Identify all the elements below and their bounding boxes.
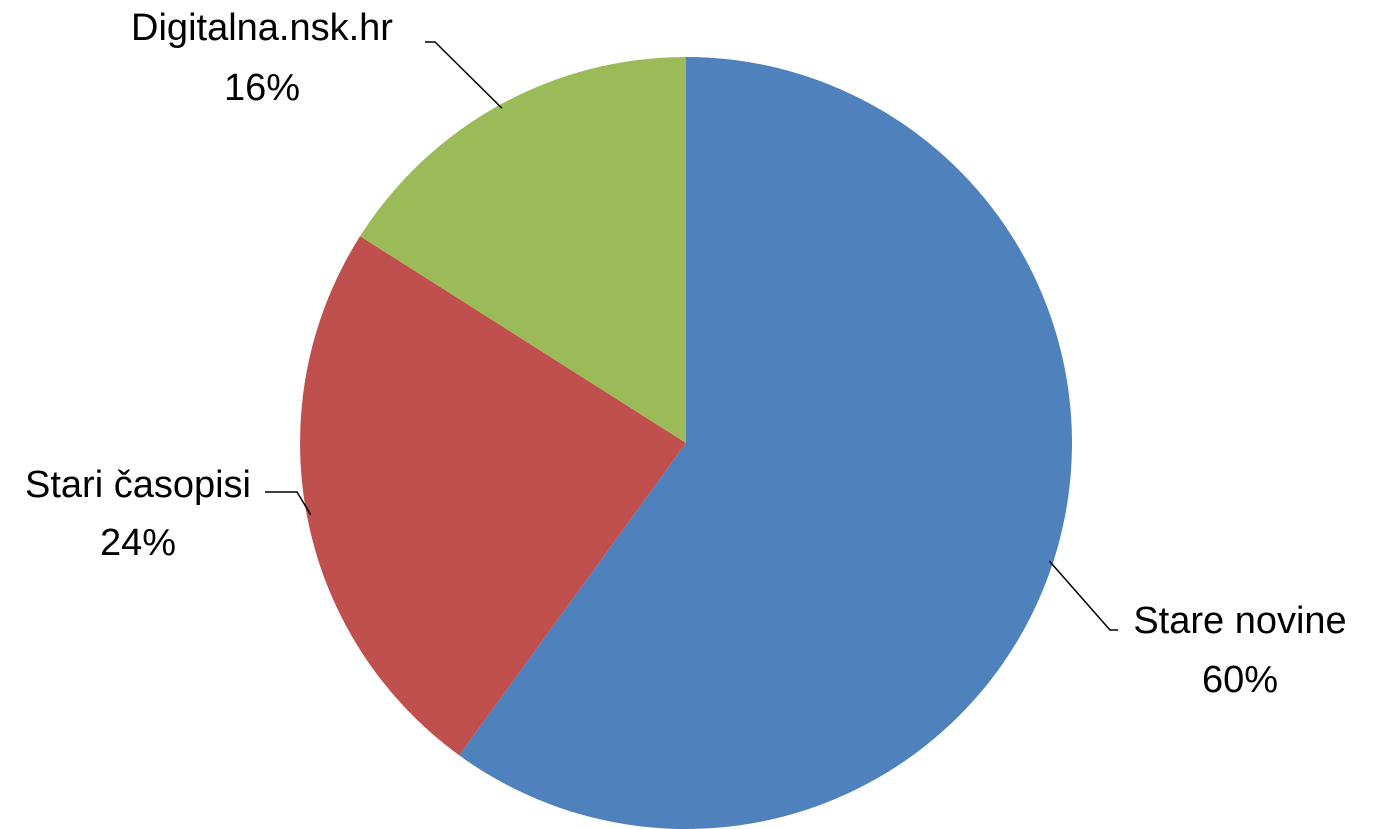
leader-line	[265, 491, 312, 515]
slice-label: Stare novine	[1133, 600, 1346, 642]
leader-line	[1048, 560, 1118, 631]
pie-slice	[459, 57, 1072, 829]
slice-label: Digitalna.nsk.hr	[131, 7, 393, 49]
pie-slice	[360, 57, 686, 443]
slice-value-label: 60%	[1202, 659, 1278, 701]
slice-value-label: 24%	[100, 522, 176, 564]
leader-line	[425, 41, 503, 109]
slice-label: Stari časopisi	[25, 464, 251, 506]
slice-value-label: 16%	[224, 67, 300, 109]
pie-slice	[300, 236, 686, 756]
